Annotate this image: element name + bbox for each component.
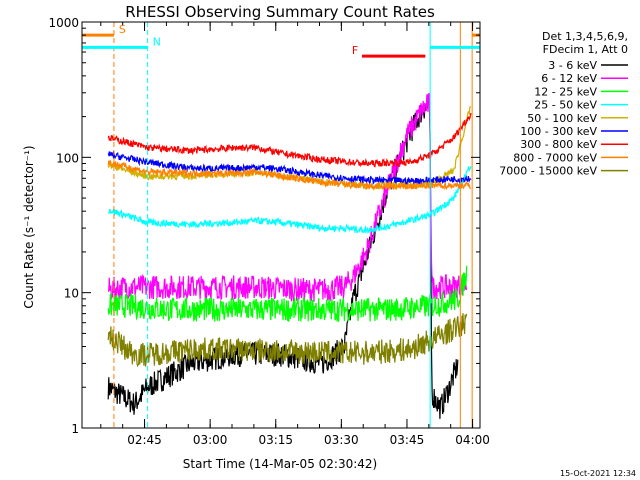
series-line-2 <box>107 265 468 322</box>
plot-frame <box>81 21 481 429</box>
flag-label-f: F <box>352 44 358 57</box>
x-tick-label-5: 04:00 <box>455 433 490 447</box>
series-line-3 <box>107 165 472 234</box>
x-tick-label-4: 03:45 <box>390 433 425 447</box>
x-tick-label-0: 02:45 <box>127 433 162 447</box>
series-line-1 <box>107 92 468 303</box>
x-tick-label-3: 03:30 <box>324 433 359 447</box>
legend-label-4: 50 - 100 keV <box>527 112 597 125</box>
legend-label-0: 3 - 6 keV <box>548 59 597 72</box>
vertical-lines <box>113 22 473 428</box>
y-tick-label-1: 10 <box>64 287 79 301</box>
series-group <box>107 92 472 419</box>
y-tick-label-0: 1 <box>71 422 79 436</box>
chart-title: RHESSI Observing Summary Count Rates <box>125 3 435 21</box>
legend-label-3: 25 - 50 keV <box>534 99 597 112</box>
series-line-5 <box>107 150 472 186</box>
series-line-8 <box>107 313 468 368</box>
x-axis-label: Start Time (14-Mar-05 02:30:42) <box>183 457 377 471</box>
y-axis-label: Count Rate (s⁻¹ detector⁻¹) <box>22 145 36 308</box>
legend-header-1: FDecim 1, Att 0 <box>543 43 628 56</box>
legend-label-7: 800 - 7000 keV <box>513 151 597 164</box>
series-line-7 <box>107 160 472 192</box>
legend-label-5: 100 - 300 keV <box>520 125 597 138</box>
legend-header-0: Det 1,3,4,5,6,9, <box>542 30 628 43</box>
flag-bars <box>82 33 480 58</box>
x-tick-label-2: 03:15 <box>258 433 293 447</box>
flag-label-s: S <box>119 23 126 36</box>
legend-label-6: 300 - 800 keV <box>520 138 597 151</box>
legend-label-1: 6 - 12 keV <box>541 72 597 85</box>
x-tick-label-1: 03:00 <box>193 433 228 447</box>
series-line-6 <box>107 112 472 168</box>
y-tick-label-3: 1000 <box>48 16 79 30</box>
axes: 02:45 03:00 03:15 03:30 03:45 04:00 1 10 100 1000 <box>48 16 489 447</box>
timestamp: 15-Oct-2021 12:34 <box>560 469 636 478</box>
y-tick-label-2: 100 <box>56 151 79 165</box>
legend: Det 1,3,4,5,6,9,FDecim 1, Att 0 3 - 6 keV… <box>499 30 628 178</box>
legend-label-8: 7000 - 15000 keV <box>499 165 597 178</box>
series-line-4 <box>107 106 471 192</box>
flag-label-n: N <box>153 35 161 48</box>
legend-label-2: 12 - 25 keV <box>534 85 597 98</box>
